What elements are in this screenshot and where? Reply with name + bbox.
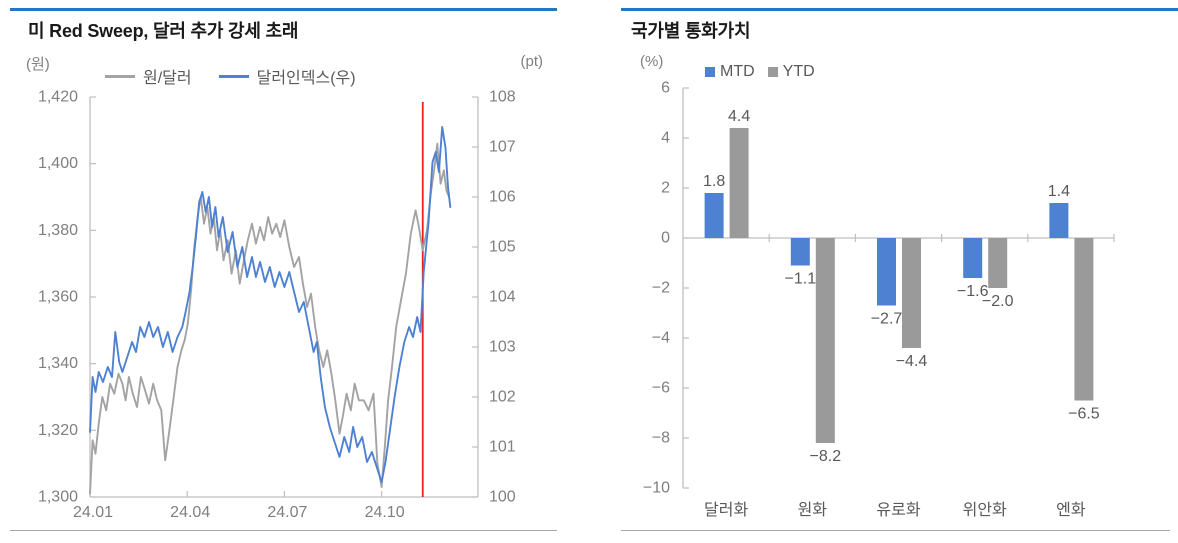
panel-accent-rule <box>10 8 557 11</box>
legend-label-mtd: MTD <box>720 63 755 80</box>
svg-text:100: 100 <box>489 489 516 506</box>
svg-text:4: 4 <box>661 130 670 147</box>
legend-label-dollar-index: 달러인덱스(우) <box>256 70 356 87</box>
percent-axis-unit: (%) <box>640 53 664 70</box>
svg-text:달러화: 달러화 <box>704 501 748 519</box>
usdkrw-dollar-index-line-chart: 1,420 1,400 1,380 1,360 1,340 1,320 1,300 108 10… <box>38 89 516 522</box>
svg-text:유로화: 유로화 <box>876 501 920 519</box>
svg-text:−1.1: −1.1 <box>785 271 817 288</box>
svg-text:107: 107 <box>489 139 516 156</box>
svg-text:−1.6: −1.6 <box>957 283 989 300</box>
legend-label-ytd: YTD <box>782 63 815 80</box>
svg-text:위안화: 위안화 <box>963 501 1007 519</box>
legend-item-dollar-index: 달러인덱스(우) <box>218 64 356 88</box>
svg-text:24.10: 24.10 <box>365 504 405 521</box>
svg-text:102: 102 <box>489 389 516 406</box>
currency-value-chart-panel: 국가별 통화가치 (%) MTD YTD 6 4 2 0 −2 −4 −6 −8 −10 1.8 4… <box>621 0 1178 543</box>
svg-text:108: 108 <box>489 89 516 106</box>
svg-text:1,400: 1,400 <box>38 155 78 172</box>
right-axis-unit: (pt) <box>520 53 544 70</box>
svg-text:105: 105 <box>489 239 516 256</box>
legend-item-ytd: YTD <box>767 63 815 81</box>
mtd-swatch <box>705 67 715 77</box>
svg-text:1,300: 1,300 <box>38 489 78 506</box>
panel-bottom-rule <box>10 530 557 531</box>
svg-text:−2: −2 <box>652 280 670 297</box>
bar-chart-legend: MTD YTD <box>705 63 815 81</box>
svg-text:6: 6 <box>661 80 670 97</box>
svg-text:101: 101 <box>489 439 516 456</box>
svg-text:1,340: 1,340 <box>38 355 78 372</box>
svg-text:104: 104 <box>489 289 516 306</box>
svg-text:1.4: 1.4 <box>1048 183 1070 200</box>
line-chart-legend: 원/달러 달러인덱스(우) <box>105 64 356 88</box>
svg-text:원화: 원화 <box>798 501 828 519</box>
svg-text:−8.2: −8.2 <box>810 448 842 465</box>
svg-text:1,320: 1,320 <box>38 422 78 439</box>
svg-text:−4.4: −4.4 <box>896 353 928 370</box>
svg-text:0: 0 <box>661 230 670 247</box>
chart-title-right: 국가별 통화가치 <box>631 21 751 41</box>
currency-value-bar-chart: 6 4 2 0 −2 −4 −6 −8 −10 1.8 4.4 달러화 −1.1 −8.2 원화 −2.7 −4… <box>643 80 1115 519</box>
svg-text:−4: −4 <box>652 330 670 347</box>
legend-item-usdkrw: 원/달러 <box>105 64 192 88</box>
svg-text:−10: −10 <box>643 480 670 497</box>
panel-accent-rule <box>621 8 1178 11</box>
ytd-swatch <box>767 67 778 77</box>
svg-text:−2.0: −2.0 <box>982 293 1014 310</box>
svg-text:−2.7: −2.7 <box>871 311 903 328</box>
svg-text:1.8: 1.8 <box>703 173 725 190</box>
svg-text:1,420: 1,420 <box>38 89 78 106</box>
svg-text:103: 103 <box>489 339 516 356</box>
svg-text:−8: −8 <box>652 430 670 447</box>
legend-item-mtd: MTD <box>705 63 755 81</box>
svg-text:1,360: 1,360 <box>38 289 78 306</box>
usdkrw-line-swatch <box>105 74 135 78</box>
svg-text:24.07: 24.07 <box>267 504 307 521</box>
svg-text:24.01: 24.01 <box>73 504 113 521</box>
svg-text:4.4: 4.4 <box>728 108 750 125</box>
svg-text:24.04: 24.04 <box>170 504 210 521</box>
svg-text:−6: −6 <box>652 380 670 397</box>
svg-text:1,380: 1,380 <box>38 222 78 239</box>
svg-text:엔화: 엔화 <box>1056 501 1086 519</box>
usdkrw-chart-panel: 미 Red Sweep, 달러 추가 강세 초래 (원) (pt) 원/달러 달… <box>10 0 557 543</box>
dollar-index-line-swatch <box>218 74 249 78</box>
panel-bottom-rule <box>621 530 1170 531</box>
svg-text:106: 106 <box>489 189 516 206</box>
left-axis-unit: (원) <box>26 56 50 73</box>
svg-text:2: 2 <box>661 180 670 197</box>
chart-title-left: 미 Red Sweep, 달러 추가 강세 초래 <box>28 21 299 41</box>
svg-text:−6.5: −6.5 <box>1068 406 1100 423</box>
legend-label-usdkrw: 원/달러 <box>143 70 192 87</box>
